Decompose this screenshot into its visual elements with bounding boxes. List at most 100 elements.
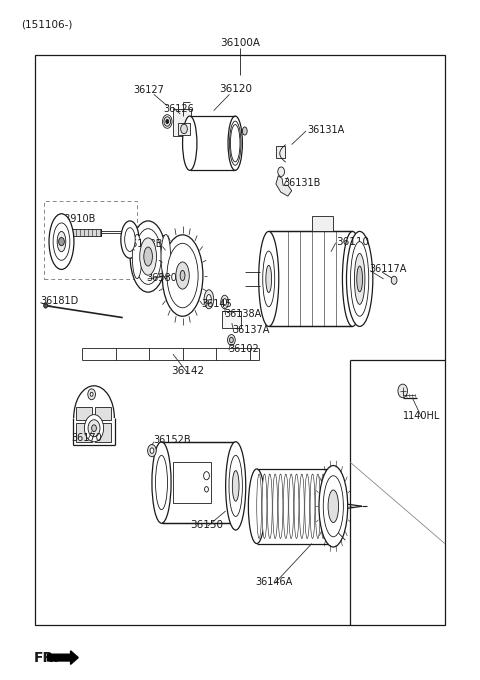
Circle shape xyxy=(88,389,96,400)
Ellipse shape xyxy=(294,474,299,539)
Ellipse shape xyxy=(92,425,96,432)
Text: 36145: 36145 xyxy=(202,299,232,309)
Ellipse shape xyxy=(300,474,304,539)
Ellipse shape xyxy=(49,214,74,269)
Text: 36131B: 36131B xyxy=(283,177,321,188)
Ellipse shape xyxy=(278,474,283,539)
Ellipse shape xyxy=(229,456,242,516)
Circle shape xyxy=(59,237,64,245)
Circle shape xyxy=(90,392,93,396)
Ellipse shape xyxy=(232,471,239,501)
Ellipse shape xyxy=(273,474,277,539)
Ellipse shape xyxy=(176,262,189,289)
Bar xyxy=(173,462,211,503)
Ellipse shape xyxy=(88,420,100,437)
Bar xyxy=(96,423,111,442)
Bar xyxy=(137,235,166,279)
Circle shape xyxy=(164,117,170,126)
Ellipse shape xyxy=(144,247,153,266)
Circle shape xyxy=(204,487,208,492)
Bar xyxy=(35,55,445,625)
Ellipse shape xyxy=(315,474,320,539)
Ellipse shape xyxy=(180,271,185,281)
Ellipse shape xyxy=(57,231,66,252)
Bar xyxy=(76,407,92,420)
Text: 36138A: 36138A xyxy=(225,309,262,319)
Bar xyxy=(161,442,236,523)
Ellipse shape xyxy=(167,243,198,308)
Ellipse shape xyxy=(319,466,348,547)
Bar xyxy=(178,123,190,135)
Bar xyxy=(312,216,333,231)
Ellipse shape xyxy=(257,474,262,539)
Ellipse shape xyxy=(342,231,362,326)
Ellipse shape xyxy=(248,469,265,543)
Ellipse shape xyxy=(230,124,240,162)
Text: 36137A: 36137A xyxy=(232,326,270,335)
Text: 36100A: 36100A xyxy=(220,38,260,48)
Bar xyxy=(172,245,193,306)
Circle shape xyxy=(398,384,408,398)
Text: 36150: 36150 xyxy=(190,520,223,530)
Ellipse shape xyxy=(206,294,211,304)
Bar xyxy=(76,423,92,442)
Text: 36110: 36110 xyxy=(336,237,369,247)
Ellipse shape xyxy=(132,235,142,279)
Circle shape xyxy=(229,337,233,343)
Ellipse shape xyxy=(226,442,246,530)
Ellipse shape xyxy=(180,124,187,134)
Text: 36131A: 36131A xyxy=(307,124,344,135)
Ellipse shape xyxy=(204,290,214,309)
Ellipse shape xyxy=(323,476,343,537)
Ellipse shape xyxy=(223,299,227,305)
Ellipse shape xyxy=(162,235,203,316)
Circle shape xyxy=(391,276,397,284)
Ellipse shape xyxy=(305,474,310,539)
Ellipse shape xyxy=(310,474,315,539)
Ellipse shape xyxy=(221,295,228,309)
Bar xyxy=(70,229,101,236)
Text: 36580: 36580 xyxy=(147,273,178,283)
Ellipse shape xyxy=(242,127,247,135)
Text: 36170: 36170 xyxy=(72,432,102,443)
Circle shape xyxy=(278,167,285,176)
Ellipse shape xyxy=(130,221,166,292)
Text: 36117A: 36117A xyxy=(369,265,407,275)
Ellipse shape xyxy=(350,241,369,316)
Text: 36152B: 36152B xyxy=(153,435,191,445)
Ellipse shape xyxy=(182,116,197,171)
Ellipse shape xyxy=(168,258,175,293)
Circle shape xyxy=(228,335,235,345)
Text: 1140HL: 1140HL xyxy=(403,411,441,421)
Ellipse shape xyxy=(263,251,275,307)
Bar xyxy=(44,201,137,279)
Ellipse shape xyxy=(125,228,135,252)
Text: 36146A: 36146A xyxy=(255,577,292,588)
Text: 36127: 36127 xyxy=(133,85,165,95)
Ellipse shape xyxy=(156,456,168,509)
Text: 36126: 36126 xyxy=(163,104,194,114)
Ellipse shape xyxy=(148,445,156,457)
Ellipse shape xyxy=(321,474,325,539)
Bar xyxy=(257,469,331,543)
Circle shape xyxy=(44,303,48,308)
Text: (151106-): (151106-) xyxy=(21,20,72,30)
Ellipse shape xyxy=(347,231,373,326)
Ellipse shape xyxy=(266,265,272,292)
Ellipse shape xyxy=(140,238,156,275)
Text: 36120: 36120 xyxy=(219,84,252,94)
Ellipse shape xyxy=(326,474,331,539)
Circle shape xyxy=(204,472,209,480)
Ellipse shape xyxy=(228,116,242,171)
Polygon shape xyxy=(276,175,292,196)
Ellipse shape xyxy=(328,490,338,522)
Ellipse shape xyxy=(190,258,197,293)
Text: 36168B: 36168B xyxy=(125,239,163,249)
Bar xyxy=(269,231,352,326)
Ellipse shape xyxy=(84,415,104,442)
FancyArrow shape xyxy=(48,651,78,664)
Ellipse shape xyxy=(161,235,170,279)
Ellipse shape xyxy=(259,231,279,326)
Circle shape xyxy=(166,120,168,124)
Ellipse shape xyxy=(354,254,365,305)
